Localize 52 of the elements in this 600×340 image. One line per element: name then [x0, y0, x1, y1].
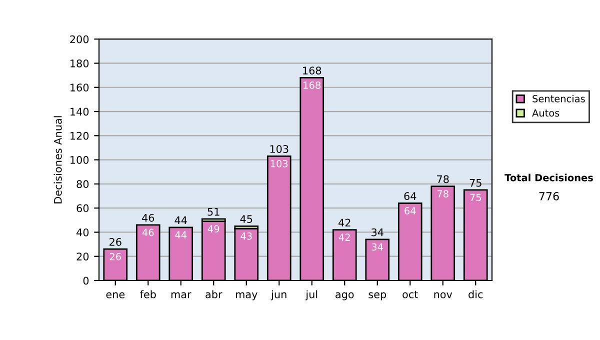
total-label: 75 — [470, 179, 482, 187]
legend-label: Sentencias — [532, 94, 585, 102]
x-tick-label: dic — [468, 290, 483, 298]
legend-label: Autos — [532, 109, 560, 117]
x-tick-label: feb — [140, 290, 156, 298]
total-label: 46 — [142, 214, 154, 222]
x-tick-label: nov — [434, 292, 452, 298]
data-label: 42 — [338, 234, 350, 241]
x-tick-label: ene — [106, 292, 125, 298]
total-label: 78 — [437, 175, 449, 184]
data-label: 26 — [110, 252, 121, 260]
total-label: 45 — [240, 215, 252, 223]
total-label: 168 — [303, 66, 322, 74]
y-tick-label: 80 — [76, 180, 89, 188]
y-tick-label: 40 — [76, 228, 89, 236]
y-tick-label: 20 — [76, 252, 89, 260]
total-label: 51 — [208, 208, 220, 216]
x-tick-label: sep — [368, 292, 386, 300]
total-label: 42 — [338, 218, 350, 226]
data-label: 103 — [270, 160, 288, 168]
y-tick-label: 120 — [70, 132, 89, 140]
data-label: 78 — [437, 190, 448, 198]
x-tick-label: jul — [305, 290, 318, 300]
y-tick-label: 0 — [83, 276, 89, 285]
text: 776 — [539, 192, 559, 200]
data-label: 43 — [240, 232, 252, 240]
data-label: 34 — [372, 243, 384, 251]
data-label: 75 — [470, 194, 481, 202]
y-tick-label: 200 — [70, 35, 89, 44]
data-label: 46 — [142, 228, 154, 236]
x-tick-label: mar — [171, 292, 192, 298]
x-tick-label: ago — [336, 292, 354, 300]
data-label: 49 — [208, 225, 220, 233]
x-tick-label: abr — [206, 290, 222, 298]
data-label: 44 — [175, 231, 187, 238]
total-label: 26 — [110, 238, 122, 246]
data-label: 64 — [404, 207, 416, 214]
total-label: 44 — [174, 216, 187, 224]
y-axis-title: Decisiones Anual — [54, 116, 62, 204]
total-label: 103 — [270, 145, 288, 153]
y-tick-label: 60 — [76, 204, 89, 212]
total-label: 64 — [404, 192, 416, 200]
y-tick-label: 180 — [70, 59, 89, 68]
x-tick-label: oct — [402, 290, 418, 298]
x-tick-label: may — [236, 292, 258, 300]
x-tick-label: jun — [270, 290, 286, 300]
y-tick-label: 160 — [70, 84, 89, 92]
data-label: 168 — [304, 82, 320, 89]
total-label: 34 — [372, 228, 384, 236]
y-tick-label: 100 — [70, 156, 89, 164]
text: Total Decisiones — [504, 174, 593, 182]
y-tick-label: 140 — [70, 108, 89, 116]
